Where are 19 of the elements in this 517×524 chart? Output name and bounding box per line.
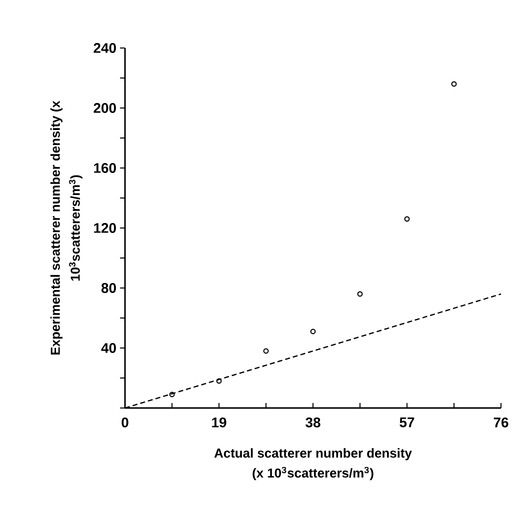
point [169, 392, 175, 398]
point [404, 216, 410, 222]
x-tick-label: 57 [400, 418, 414, 428]
point [451, 81, 457, 87]
y-tick-label: 80 [101, 283, 116, 293]
y-tick-label: 160 [94, 163, 116, 173]
x-tick-label: 19 [212, 417, 226, 428]
y-tick-label: 120 [94, 223, 116, 233]
point [216, 378, 222, 384]
x-tick-label: 38 [306, 417, 320, 428]
y-tick-label: 200 [94, 103, 116, 113]
y-tick-label: 40 [101, 343, 116, 353]
y-tick-label: 240 [94, 43, 116, 53]
x-tick-label: 76 [494, 417, 508, 428]
point [263, 348, 269, 354]
point [310, 328, 316, 334]
x-tick-label: 0 [122, 417, 128, 428]
point [357, 291, 363, 297]
x-axis-title: Actual scatterer number density (x 10$^{3}$scatterers/m$^{3}$) [214, 448, 412, 480]
